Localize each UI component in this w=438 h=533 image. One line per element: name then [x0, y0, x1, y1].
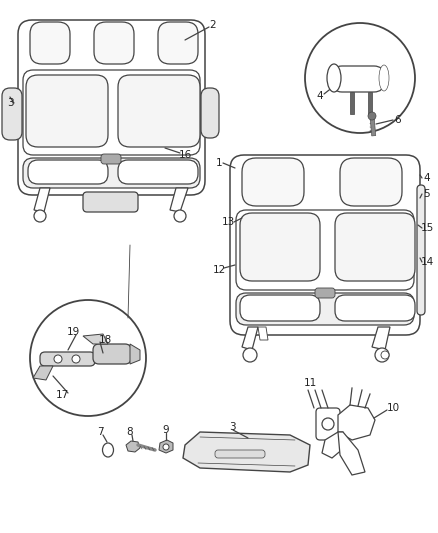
FancyBboxPatch shape — [118, 75, 200, 147]
Text: 10: 10 — [386, 403, 399, 413]
FancyBboxPatch shape — [340, 158, 402, 206]
FancyBboxPatch shape — [101, 154, 121, 164]
Polygon shape — [83, 334, 108, 344]
Polygon shape — [338, 432, 365, 475]
FancyBboxPatch shape — [335, 213, 415, 281]
Polygon shape — [372, 327, 390, 350]
FancyBboxPatch shape — [26, 75, 108, 147]
Text: 5: 5 — [424, 189, 430, 199]
Circle shape — [375, 348, 389, 362]
Text: 15: 15 — [420, 223, 434, 233]
Circle shape — [174, 210, 186, 222]
Polygon shape — [170, 188, 188, 212]
Text: 4: 4 — [317, 91, 323, 101]
Text: 17: 17 — [55, 390, 69, 400]
Polygon shape — [322, 432, 344, 458]
FancyBboxPatch shape — [93, 344, 131, 364]
Text: 11: 11 — [304, 378, 317, 388]
FancyBboxPatch shape — [316, 408, 340, 440]
Ellipse shape — [327, 64, 341, 92]
FancyBboxPatch shape — [230, 155, 420, 335]
Circle shape — [30, 300, 146, 416]
FancyBboxPatch shape — [30, 22, 70, 64]
FancyBboxPatch shape — [335, 295, 415, 321]
Text: 14: 14 — [420, 257, 434, 267]
Polygon shape — [338, 405, 375, 440]
Polygon shape — [159, 440, 173, 453]
Ellipse shape — [102, 443, 113, 457]
FancyBboxPatch shape — [240, 213, 320, 281]
FancyBboxPatch shape — [201, 88, 219, 138]
FancyBboxPatch shape — [40, 352, 95, 366]
FancyBboxPatch shape — [236, 210, 414, 290]
FancyBboxPatch shape — [28, 160, 108, 184]
FancyBboxPatch shape — [94, 22, 134, 64]
Text: 16: 16 — [178, 150, 192, 160]
Bar — [368, 92, 372, 114]
FancyBboxPatch shape — [240, 295, 320, 321]
FancyBboxPatch shape — [83, 192, 138, 212]
Text: 4: 4 — [424, 173, 430, 183]
FancyBboxPatch shape — [18, 20, 205, 195]
FancyBboxPatch shape — [417, 185, 425, 315]
Text: 3: 3 — [7, 98, 13, 108]
Polygon shape — [183, 432, 310, 472]
Polygon shape — [126, 441, 140, 452]
FancyBboxPatch shape — [215, 450, 265, 458]
Circle shape — [72, 355, 80, 363]
Text: 3: 3 — [229, 422, 235, 432]
Circle shape — [322, 418, 334, 430]
FancyBboxPatch shape — [242, 158, 304, 206]
Polygon shape — [242, 327, 258, 350]
Text: 18: 18 — [99, 335, 112, 345]
Polygon shape — [33, 366, 53, 380]
Circle shape — [368, 112, 376, 120]
Text: 19: 19 — [67, 327, 80, 337]
Bar — [350, 92, 354, 114]
Text: 7: 7 — [97, 427, 103, 437]
Ellipse shape — [379, 65, 389, 91]
FancyBboxPatch shape — [2, 88, 22, 140]
Polygon shape — [258, 327, 268, 340]
Polygon shape — [130, 344, 140, 364]
Text: 6: 6 — [395, 115, 401, 125]
FancyBboxPatch shape — [315, 288, 335, 298]
Polygon shape — [34, 188, 50, 212]
FancyBboxPatch shape — [158, 22, 198, 64]
Circle shape — [34, 210, 46, 222]
Circle shape — [243, 348, 257, 362]
Bar — [370, 116, 376, 136]
FancyBboxPatch shape — [236, 293, 414, 325]
Text: 13: 13 — [221, 217, 235, 227]
FancyBboxPatch shape — [23, 70, 200, 155]
Text: 8: 8 — [127, 427, 133, 437]
Text: 1: 1 — [215, 158, 223, 168]
Circle shape — [381, 351, 389, 359]
Circle shape — [54, 355, 62, 363]
Circle shape — [305, 23, 415, 133]
FancyBboxPatch shape — [23, 158, 200, 188]
Circle shape — [163, 444, 169, 450]
FancyBboxPatch shape — [118, 160, 198, 184]
Text: 9: 9 — [162, 425, 170, 435]
FancyBboxPatch shape — [332, 66, 384, 92]
Text: 12: 12 — [212, 265, 226, 275]
Text: 2: 2 — [210, 20, 216, 30]
